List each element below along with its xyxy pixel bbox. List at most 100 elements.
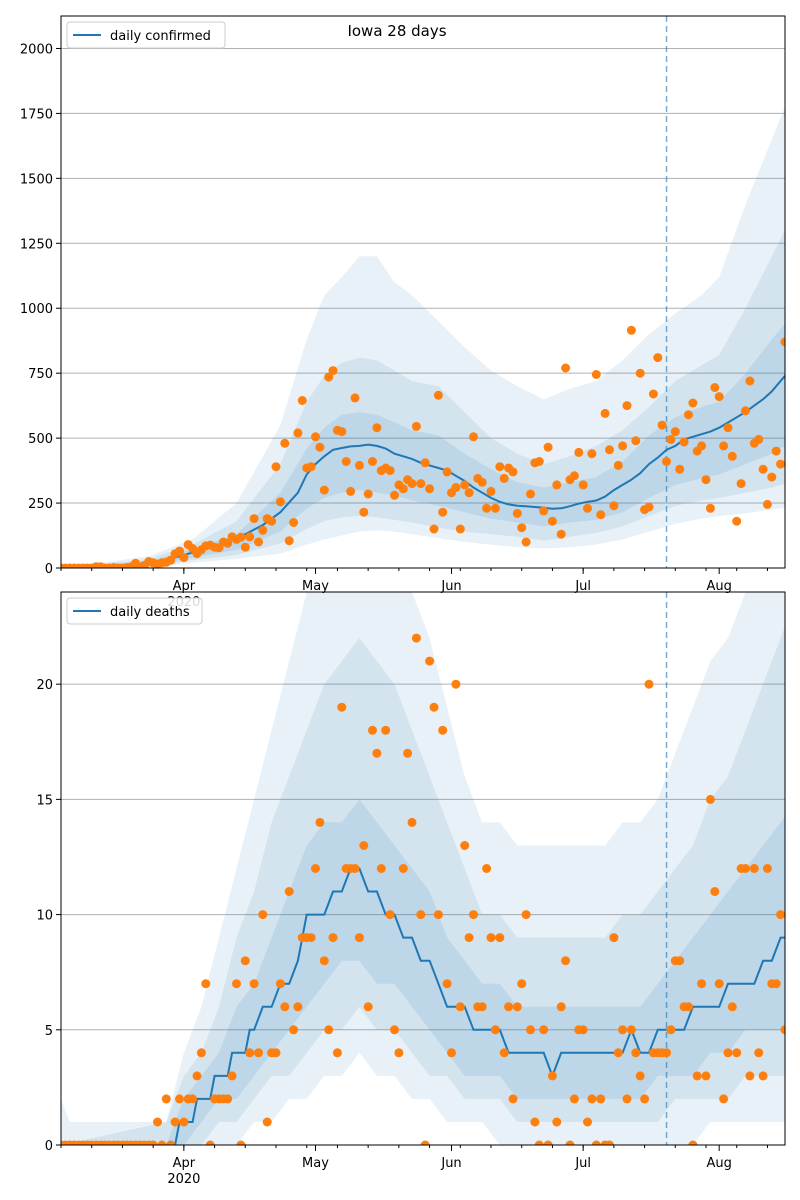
observed-point [332,1048,342,1058]
observed-point [578,480,588,490]
band-outer [61,106,785,568]
observed-point [508,1094,518,1104]
observed-point [727,451,737,461]
observed-point [390,490,399,500]
observed-point [701,1071,711,1081]
observed-point [710,383,720,392]
observed-point [745,1071,755,1081]
observed-point [504,1002,514,1012]
observed-point [714,979,724,989]
observed-point [469,432,478,442]
observed-point [762,499,772,509]
observed-point [328,366,338,376]
observed-point [262,1117,272,1127]
observed-point [583,503,592,513]
observed-point [166,555,176,565]
observed-point [376,864,386,873]
observed-point [477,477,487,487]
y-tick-label: 2000 [20,42,53,57]
observed-point [451,483,461,492]
observed-point [482,503,492,513]
observed-point [556,529,566,539]
y-tick-label: 15 [36,793,53,808]
observed-point [359,841,369,850]
observed-point [723,1048,733,1058]
observed-point [697,979,707,989]
observed-point [521,537,531,547]
observed-point [477,1002,487,1012]
observed-point [258,910,268,920]
observed-point [789,465,798,474]
observed-point [719,1094,729,1104]
observed-point [569,471,579,481]
observed-point [350,864,360,873]
observed-point [631,436,641,446]
observed-point [157,1140,167,1145]
observed-point [741,406,750,416]
observed-point [705,794,715,804]
observed-point [609,501,619,511]
observed-point [486,933,496,943]
observed-point [749,864,759,873]
observed-point [574,447,584,457]
observed-point [684,410,693,420]
observed-point [455,524,465,534]
observed-point [618,1025,628,1035]
observed-point [254,537,263,547]
observed-point [161,1094,171,1104]
observed-point [666,434,676,444]
observed-point [776,910,785,920]
observed-point [232,979,241,989]
observed-point [368,457,377,466]
observed-point [675,464,685,474]
observed-point [547,1071,557,1081]
observed-point [407,479,417,489]
y-tick-label: 500 [28,432,53,447]
observed-point [662,1048,671,1058]
legend: daily deaths [66,597,203,625]
observed-point [745,376,755,386]
x-tick-label: Apr [173,579,196,594]
y-tick-label: 1750 [20,107,53,122]
observed-point [635,1071,645,1081]
observed-point [442,979,452,989]
observed-point [425,484,435,494]
observed-point [784,1144,785,1145]
observed-point [539,506,549,516]
observed-point [425,656,435,666]
observed-point [732,1048,742,1058]
y-tick-label: 1250 [20,237,53,252]
observed-point [688,1140,698,1145]
observed-point [267,516,277,526]
observed-point [311,864,320,873]
confirmed-panel: 025050075010001250150017502000Apr2020May… [20,15,798,610]
observed-point [293,1002,303,1012]
observed-point [205,1140,215,1145]
observed-point [315,817,325,827]
observed-point [723,423,733,433]
observed-point [416,479,426,489]
observed-point [587,449,597,459]
observed-point [324,1025,334,1035]
observed-point [701,475,711,485]
x-tick-label: Apr [173,1156,196,1171]
observed-point [275,979,285,989]
observed-point [512,1002,522,1012]
observed-point [499,473,509,483]
observed-point [192,1071,202,1081]
observed-point [719,441,729,451]
observed-point [578,1025,588,1035]
observed-point [236,532,246,542]
observed-point [508,467,518,477]
observed-point [403,748,413,758]
observed-point [587,1094,597,1104]
observed-point [223,538,233,548]
observed-point [517,979,527,989]
observed-point [631,1048,641,1058]
observed-point [596,510,606,520]
observed-point [705,503,715,513]
observed-point [324,372,334,382]
observed-point [754,1048,764,1058]
observed-point [240,956,250,966]
observed-point [613,1048,623,1058]
